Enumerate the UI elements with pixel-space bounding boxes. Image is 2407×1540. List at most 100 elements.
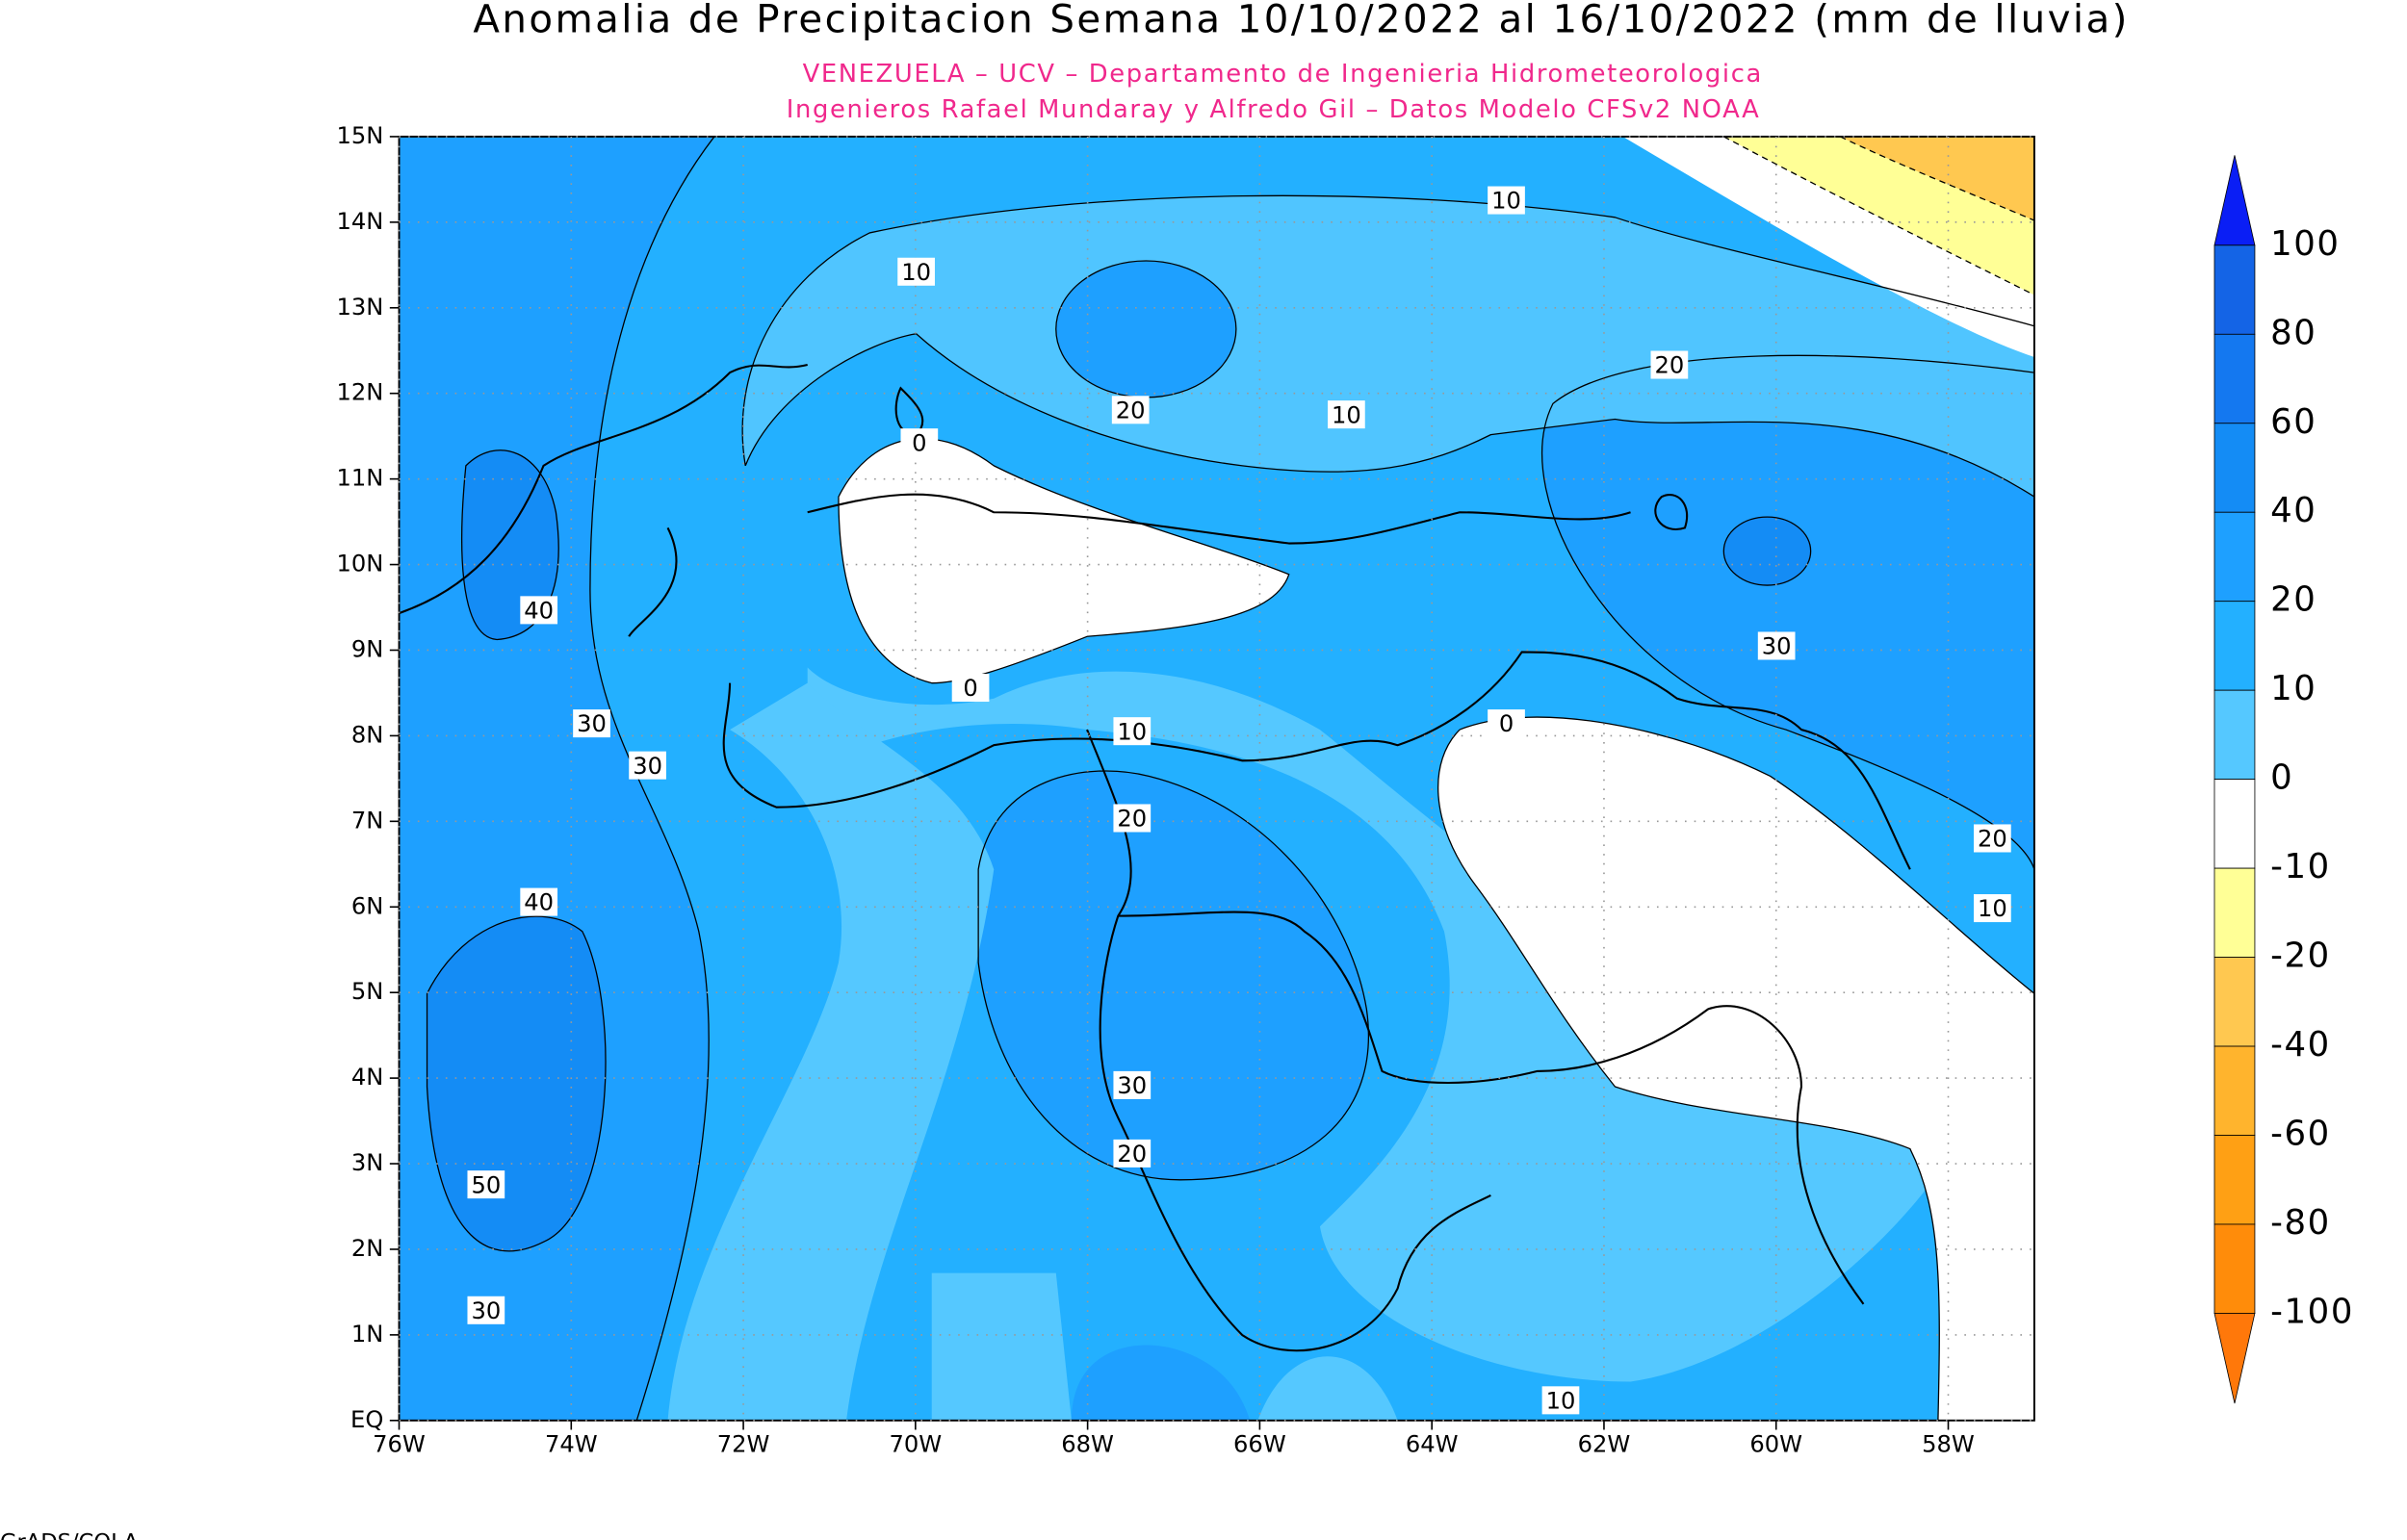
contour-label: 30 (1762, 633, 1792, 660)
field-40-60 (1723, 517, 1811, 586)
colorbar-segment (2213, 423, 2256, 513)
contour-label-box (573, 709, 610, 738)
contour-label-box (1974, 824, 2011, 853)
colorbar-triangle (2213, 1313, 2256, 1404)
colorbar-segment (2213, 1135, 2256, 1225)
y-tick-label: 14N (337, 208, 384, 235)
colorbar-triangle (2213, 155, 2256, 246)
x-tick-label: 68W (1061, 1431, 1114, 1458)
contour-label: 10 (901, 259, 931, 286)
x-tick-label: 58W (1922, 1431, 1975, 1458)
map-fields (399, 136, 2034, 1421)
colorbar-label: -20 (2270, 937, 2331, 976)
field-20-40 (399, 136, 529, 699)
y-tick-label: 13N (337, 294, 384, 321)
contour-label-box (1113, 804, 1152, 833)
y-tick-label: 11N (337, 465, 384, 492)
contour-label-box (1328, 400, 1365, 429)
contour-label-box (1541, 1386, 1580, 1415)
field-neg (1437, 717, 2034, 1421)
contour-label: 10 (1491, 188, 1521, 215)
colorbar-segment (2213, 867, 2256, 958)
field-neg (1840, 136, 2034, 221)
colorbar-label: 80 (2270, 313, 2316, 352)
colorbar-segment (2213, 1045, 2256, 1136)
y-tick-label: 3N (351, 1149, 383, 1176)
x-tick-label: 60W (1749, 1431, 1802, 1458)
contour-label: 30 (633, 753, 662, 780)
x-tick-label: 62W (1578, 1431, 1631, 1458)
colorbar-label: 40 (2270, 491, 2316, 530)
contour-label-box (1113, 1070, 1152, 1099)
contour-label-box (1488, 186, 1525, 215)
y-tick-label: 7N (351, 807, 383, 834)
contour-label: 0 (912, 429, 926, 456)
contour-label-box (1111, 396, 1150, 424)
contour-label: 30 (471, 1297, 501, 1324)
subtitle: VENEZUELA – UCV – Departamento de Ingeni… (803, 60, 1763, 89)
y-tick-label: 10N (337, 551, 384, 578)
colorbar-segment (2213, 333, 2256, 424)
subtitle: Ingenieros Rafael Mundaray y Alfredo Gil… (787, 95, 1761, 124)
contour-label-box (1113, 1139, 1152, 1168)
y-tick-label: 2N (351, 1235, 383, 1262)
contour-label: 0 (963, 675, 977, 702)
contour-label-box (467, 1170, 505, 1199)
contour-label-box (520, 887, 558, 916)
field-0-10 (931, 1272, 1072, 1421)
colorbar-label: -60 (2270, 1115, 2331, 1154)
contour-label: 20 (1654, 352, 1684, 379)
contour-label: 40 (524, 597, 554, 624)
contour-label: 20 (1978, 826, 2007, 853)
colorbar-label: 10 (2270, 669, 2316, 708)
contour-label: 30 (577, 710, 607, 737)
field-20-40 (1055, 260, 1236, 398)
colorbar-label: -40 (2270, 1025, 2331, 1065)
contour-label: 20 (1116, 397, 1146, 424)
y-tick-label: 1N (351, 1321, 383, 1348)
footer: GrADS/COLA (0, 1530, 139, 1540)
contour-label-box (467, 1296, 505, 1324)
colorbar-segment (2213, 1223, 2256, 1314)
y-tick-label: 12N (337, 379, 384, 406)
y-tick-label: 9N (351, 635, 383, 662)
contour-label-box (1650, 350, 1689, 379)
contour-label: 10 (1332, 401, 1361, 428)
y-tick-label: 8N (351, 721, 383, 748)
x-tick-label: 64W (1406, 1431, 1459, 1458)
contour-label-box (1974, 894, 2011, 923)
field-20-40 (978, 771, 1369, 1180)
x-tick-label: 70W (889, 1431, 942, 1458)
contour-label: 0 (1499, 710, 1514, 737)
contour-label-box (629, 751, 666, 780)
x-tick-label: 76W (373, 1431, 426, 1458)
field-40-60 (461, 449, 559, 640)
y-tick-label: EQ (350, 1406, 383, 1433)
colorbar-segment (2213, 601, 2256, 691)
contour-label: 20 (1117, 806, 1147, 833)
contour-label: 20 (1117, 1141, 1147, 1168)
colorbar-label: 100 (2270, 224, 2341, 264)
contour-label-box (1113, 717, 1152, 746)
y-tick-label: 4N (351, 1064, 383, 1091)
colorbar-label: -100 (2270, 1292, 2354, 1331)
title: Anomalia de Precipitacion Semana 10/10/2… (473, 0, 2129, 42)
y-tick-label: 6N (351, 892, 383, 919)
contour-label: 10 (1978, 895, 2007, 922)
colorbar-segment (2213, 244, 2256, 335)
colorbar-label: 60 (2270, 402, 2316, 442)
field-0-10 (667, 682, 995, 1421)
contour-label-box (1488, 709, 1525, 738)
colorbar-segment (2213, 957, 2256, 1047)
colorbar-segment (2213, 689, 2256, 781)
contour-label-box (1757, 631, 1796, 660)
x-tick-label: 66W (1233, 1431, 1286, 1458)
y-tick-label: 5N (351, 978, 383, 1005)
field-20-40 (1541, 355, 2034, 870)
x-tick-label: 74W (545, 1431, 598, 1458)
colorbar-label: -80 (2270, 1203, 2331, 1243)
map-frame (398, 135, 2035, 1422)
x-tick-label: 72W (717, 1431, 770, 1458)
